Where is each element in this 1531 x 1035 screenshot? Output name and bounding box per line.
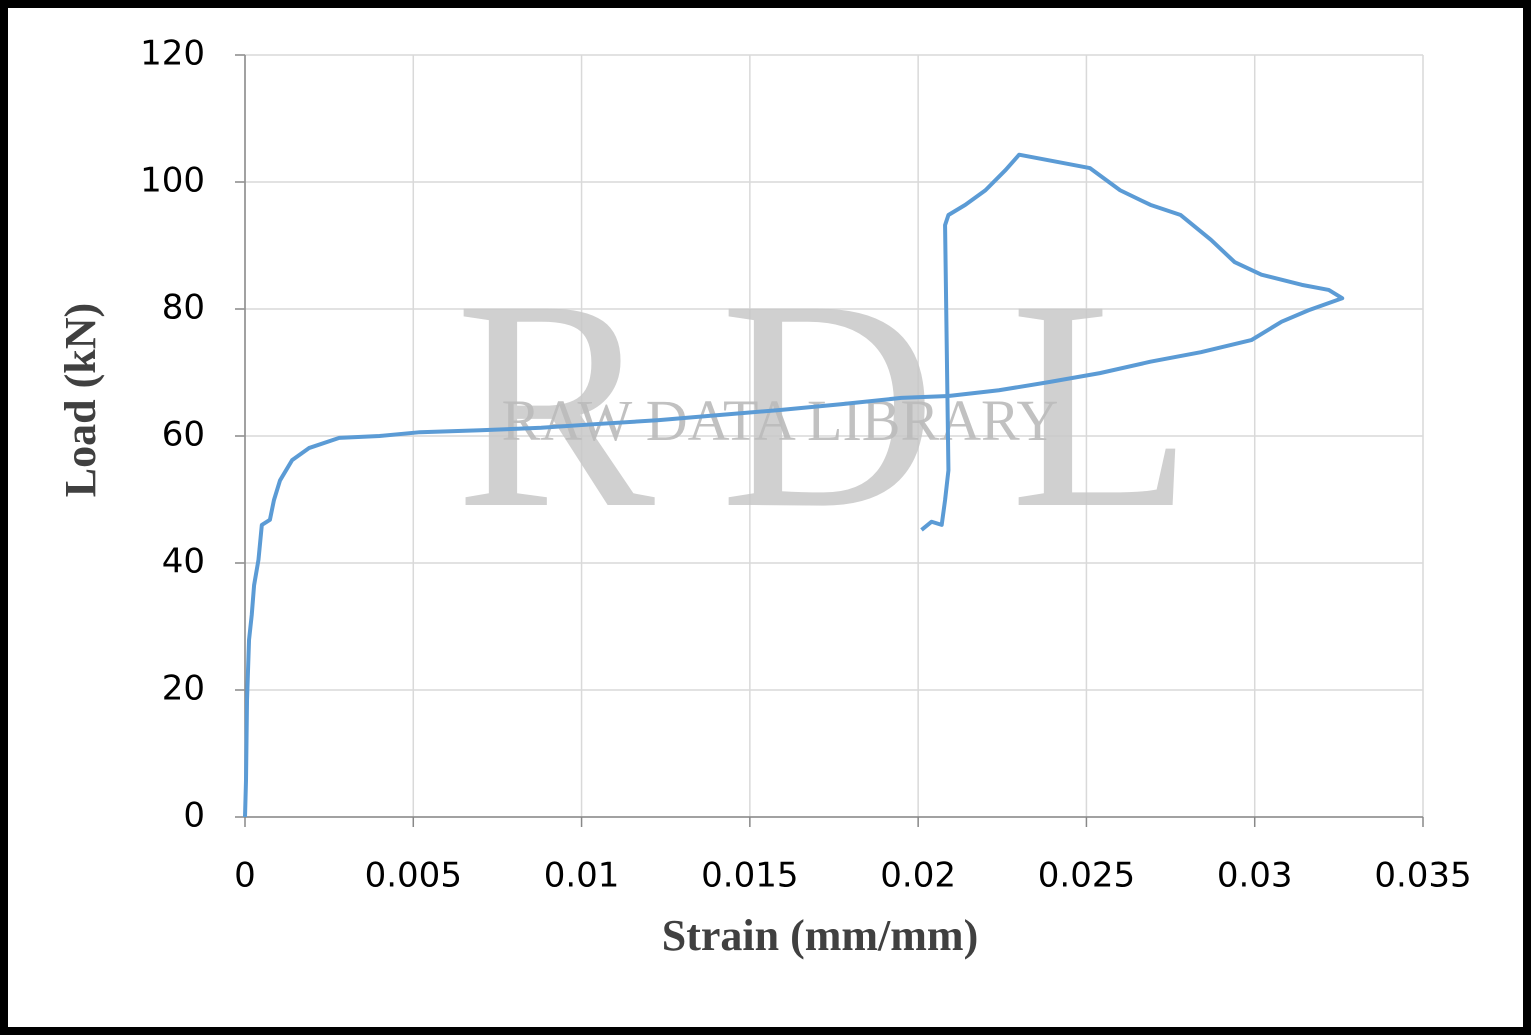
watermark-letter: R [455,238,657,570]
x-tick-label: 0.005 [365,856,462,896]
plot [243,152,1345,818]
y-tick-label: 100 [140,161,205,201]
x-tick-label: 0.015 [701,856,798,896]
x-tick-label: 0 [234,856,256,896]
y-tick-label: 20 [162,669,205,709]
x-tick-label: 0.01 [544,856,620,896]
y-axis-title: Load (kN) [56,303,105,497]
data-line [243,152,1345,818]
x-axis-title: Strain (mm/mm) [662,911,979,960]
x-tick-label: 0.025 [1038,856,1135,896]
grid: 0 20 40 60 80 100 120 0 0.005 0.01 0.015 0.02 0.025 0… [140,34,1472,896]
y-tick-label: 120 [140,34,205,74]
y-tick-label: 60 [162,415,205,455]
x-tick-label: 0.03 [1217,856,1293,896]
y-tick-label: 80 [162,288,205,328]
watermark-letter: L [1010,238,1193,570]
x-tick-label: 0.035 [1374,856,1471,896]
y-tick-label: 40 [162,542,205,582]
x-tick-label: 0.02 [880,856,956,896]
y-tick-label: 0 [183,796,205,836]
watermark-text: RAW DATA LIBRARY [502,388,1059,453]
